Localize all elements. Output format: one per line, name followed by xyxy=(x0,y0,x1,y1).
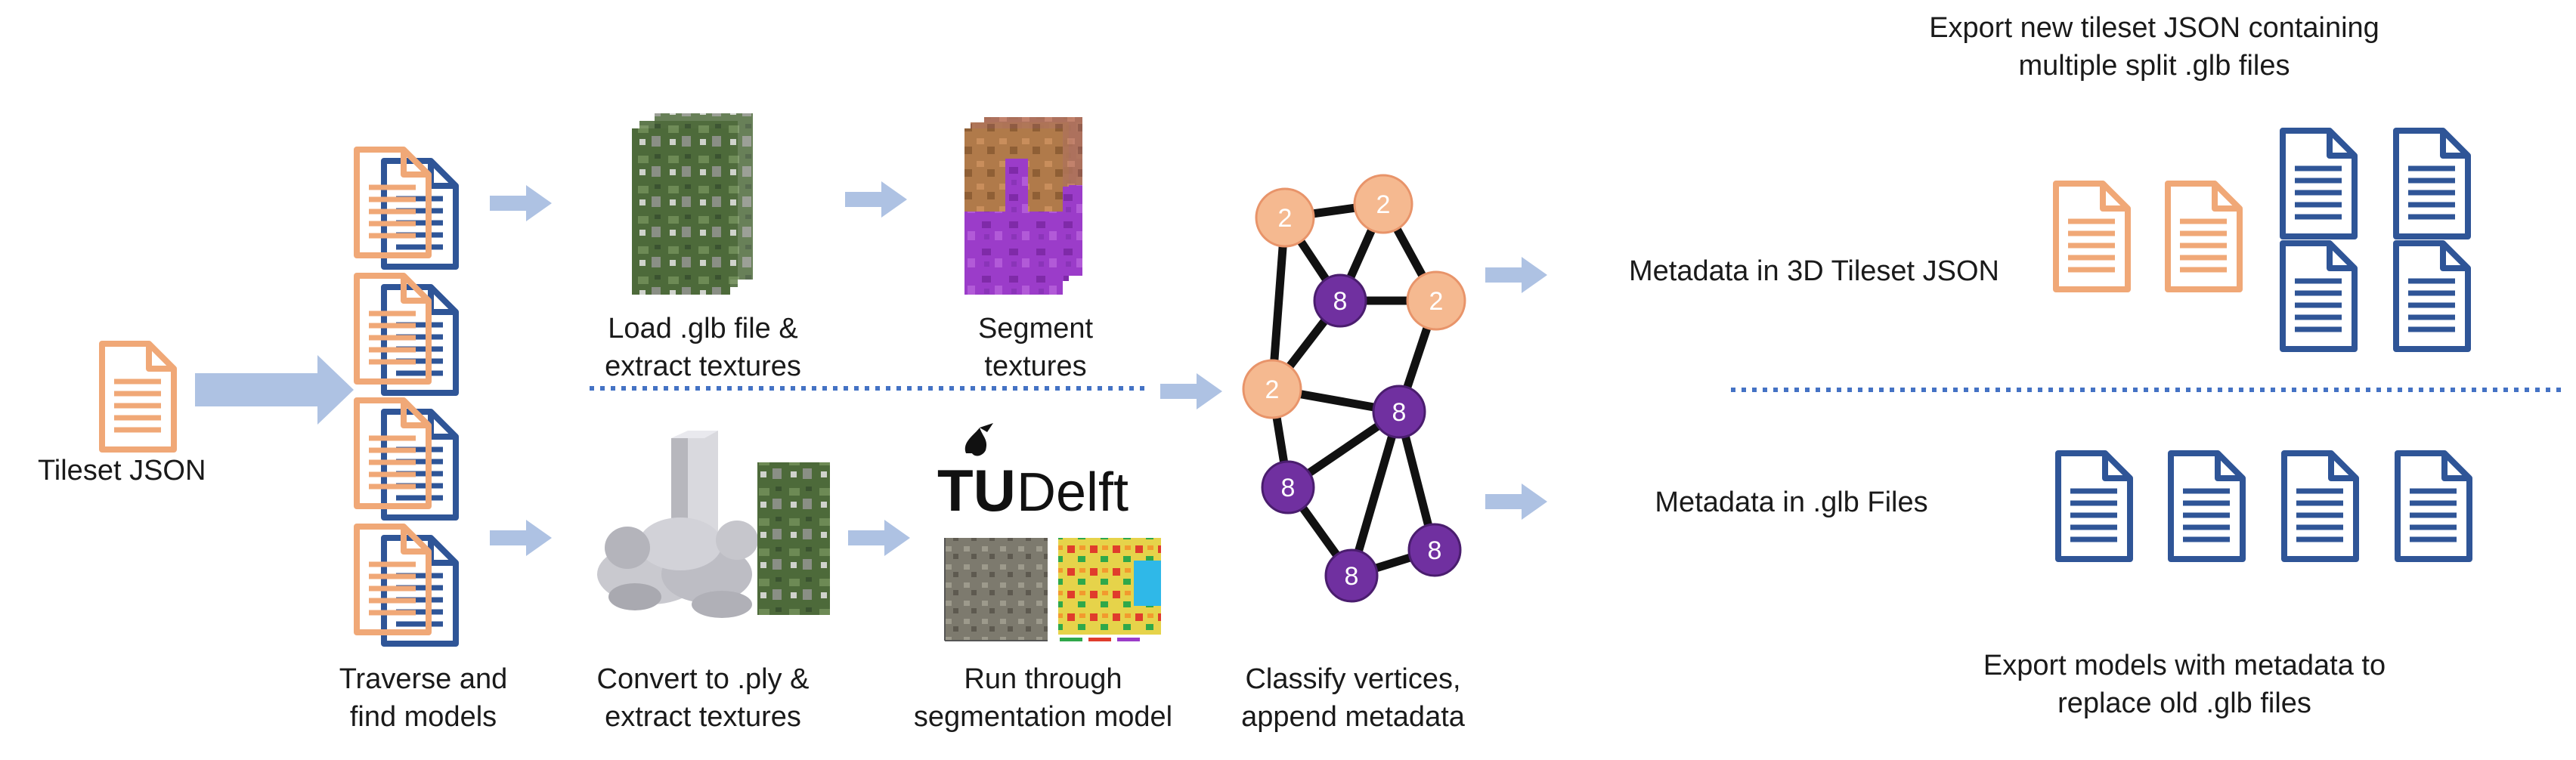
graph-node-label: 8 xyxy=(1392,398,1407,427)
glb-doc-4 xyxy=(2398,453,2469,559)
arrow-to-tileset-meta xyxy=(1485,257,1547,293)
arrow-to-load xyxy=(490,185,552,221)
graph-node-label: 2 xyxy=(1278,204,1293,233)
split-doc-blue-3 xyxy=(2283,243,2355,349)
glb-doc-1 xyxy=(2058,453,2130,559)
logo-tu-text: TU xyxy=(937,457,1016,524)
glb-texture-image xyxy=(632,113,753,295)
glb-doc-3 xyxy=(2284,453,2356,559)
export-tileset-label: Export new tileset JSON containing multi… xyxy=(1929,12,2379,82)
big-arrow xyxy=(195,355,354,425)
split-doc-orange-2 xyxy=(2168,184,2240,289)
graph-node-orange: 2 xyxy=(1255,187,1315,248)
graph-edge xyxy=(1347,407,1404,580)
graph-node-label: 8 xyxy=(1281,474,1296,502)
graph-node-label: 2 xyxy=(1429,287,1444,316)
graph-node-purple: 8 xyxy=(1313,273,1367,328)
arrow-to-convert xyxy=(490,520,552,556)
graph-node-orange: 2 xyxy=(1406,270,1466,331)
graph-node-label: 8 xyxy=(1345,562,1359,591)
tileset-json-icon xyxy=(102,344,174,450)
split-doc-blue-1 xyxy=(2283,131,2355,236)
model-doc-stack-2 xyxy=(357,276,456,393)
run-label: Run through segmentation model xyxy=(913,663,1173,733)
model-doc-stack-4 xyxy=(357,527,456,644)
tileset-json-label: Tileset JSON xyxy=(38,455,206,487)
graph-node-purple: 8 xyxy=(1372,385,1426,439)
load-label: Load .glb file & extract textures xyxy=(605,313,801,382)
arrow-to-glb-meta xyxy=(1485,483,1547,520)
metadata-tileset-label: Metadata in 3D Tileset JSON xyxy=(1629,255,1999,287)
classify-label: Classify vertices, append metadata xyxy=(1241,663,1465,733)
point-cloud-image xyxy=(597,431,758,618)
graph-node-purple: 8 xyxy=(1324,548,1379,603)
tudelft-logo: TU Delft xyxy=(937,423,1129,524)
model-doc-stack-3 xyxy=(357,400,456,517)
graph-node-label: 2 xyxy=(1265,375,1280,404)
graph-node-label: 2 xyxy=(1376,190,1391,219)
split-doc-blue-4 xyxy=(2396,243,2468,349)
export-models-label: Export models with metadata to replace o… xyxy=(1983,650,2386,719)
traverse-label: Traverse and find models xyxy=(339,663,508,733)
segmented-texture-image xyxy=(964,117,1082,295)
segmentation-input-image xyxy=(944,538,1048,641)
graph-node-label: 8 xyxy=(1428,536,1442,565)
convert-label: Convert to .ply & extract textures xyxy=(596,663,810,733)
graph-node-orange: 2 xyxy=(1242,359,1302,419)
vertex-graph: 2 2 8 2 2 8 8 8 8 xyxy=(1242,174,1466,603)
graph-node-purple: 8 xyxy=(1407,523,1462,577)
split-doc-orange-1 xyxy=(2056,184,2128,289)
arrow-to-segment xyxy=(845,181,907,218)
ply-texture-image xyxy=(757,462,830,615)
model-doc-stack-1 xyxy=(357,150,456,267)
segment-label: Segment textures xyxy=(977,313,1094,382)
arrow-to-run xyxy=(848,520,910,556)
graph-node-purple: 8 xyxy=(1261,460,1315,514)
glb-doc-2 xyxy=(2171,453,2243,559)
metadata-glb-label: Metadata in .glb Files xyxy=(1655,487,1928,518)
split-doc-blue-2 xyxy=(2396,131,2468,236)
graph-node-label: 8 xyxy=(1333,287,1348,316)
graph-node-orange: 2 xyxy=(1353,174,1413,234)
logo-delft-text: Delft xyxy=(1017,462,1129,523)
arrow-to-classify xyxy=(1160,373,1222,409)
segmentation-output-image xyxy=(1058,538,1161,641)
